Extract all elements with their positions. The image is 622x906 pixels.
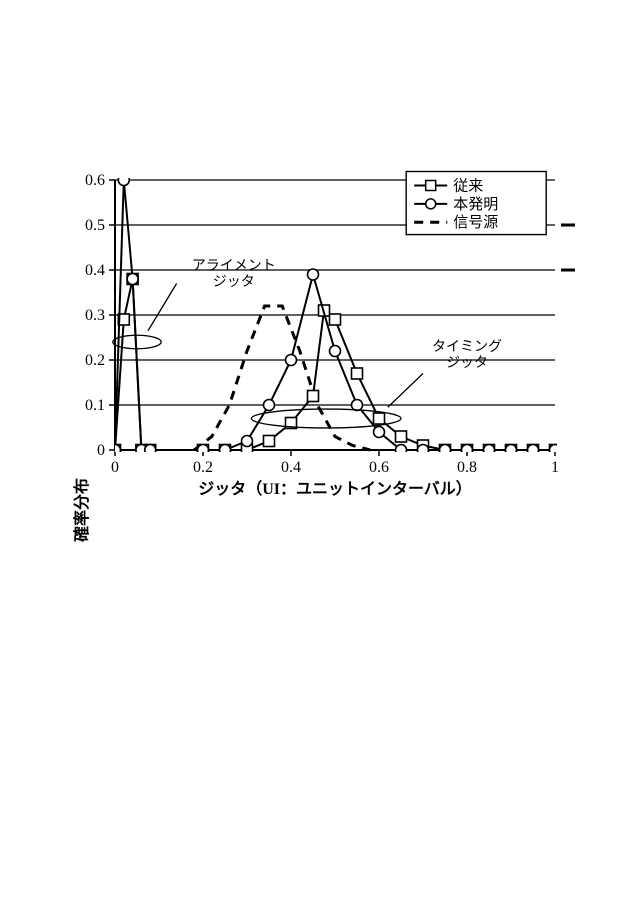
xtick-label: 0 (111, 459, 119, 476)
xtick-label: 0.4 (281, 459, 301, 476)
legend-label-shingougen: 信号源 (453, 214, 498, 231)
svg-text:ジッタ: ジッタ (213, 274, 255, 290)
ytick-label: 0 (97, 442, 105, 459)
ytick-label: 0.1 (85, 397, 105, 414)
ytick-label: 0.5 (85, 217, 105, 234)
ytick-label: 0.2 (85, 352, 105, 369)
xtick-label: 1 (551, 459, 559, 476)
ytick-label: 0.6 (85, 172, 105, 189)
xtick-label: 0.8 (457, 459, 477, 476)
ytick-label: 0.3 (85, 307, 105, 324)
legend-label-honhatsumei: 本発明 (453, 196, 498, 213)
svg-text:アライメント: アライメント (192, 259, 276, 274)
x-axis-title: ジッタ（UI：ユニットインターバル） (198, 480, 472, 498)
alignment-jitter-label: アライメントジッタ (113, 259, 276, 349)
ytick-label: 0.4 (85, 262, 105, 279)
svg-text:タイミング: タイミング (432, 339, 502, 355)
xtick-label: 0.6 (369, 459, 389, 476)
jitter-probability-chart: 確率分布 00.10.20.30.40.50.600.20.40.60.81ジッ… (60, 170, 575, 520)
svg-text:ジッタ: ジッタ (446, 355, 488, 371)
legend: 従来本発明信号源 (406, 172, 546, 235)
legend-label-juurai: 従来 (453, 178, 483, 195)
y-axis-title: 確率分布 (68, 478, 92, 542)
xtick-label: 0.2 (193, 459, 213, 476)
chart-svg: 0 0.1 0.2 0.3 0.4 0.5 0.6 0 0.2 0.4 0.6 0.8 1 ジッタ（UI：… (60, 170, 575, 520)
